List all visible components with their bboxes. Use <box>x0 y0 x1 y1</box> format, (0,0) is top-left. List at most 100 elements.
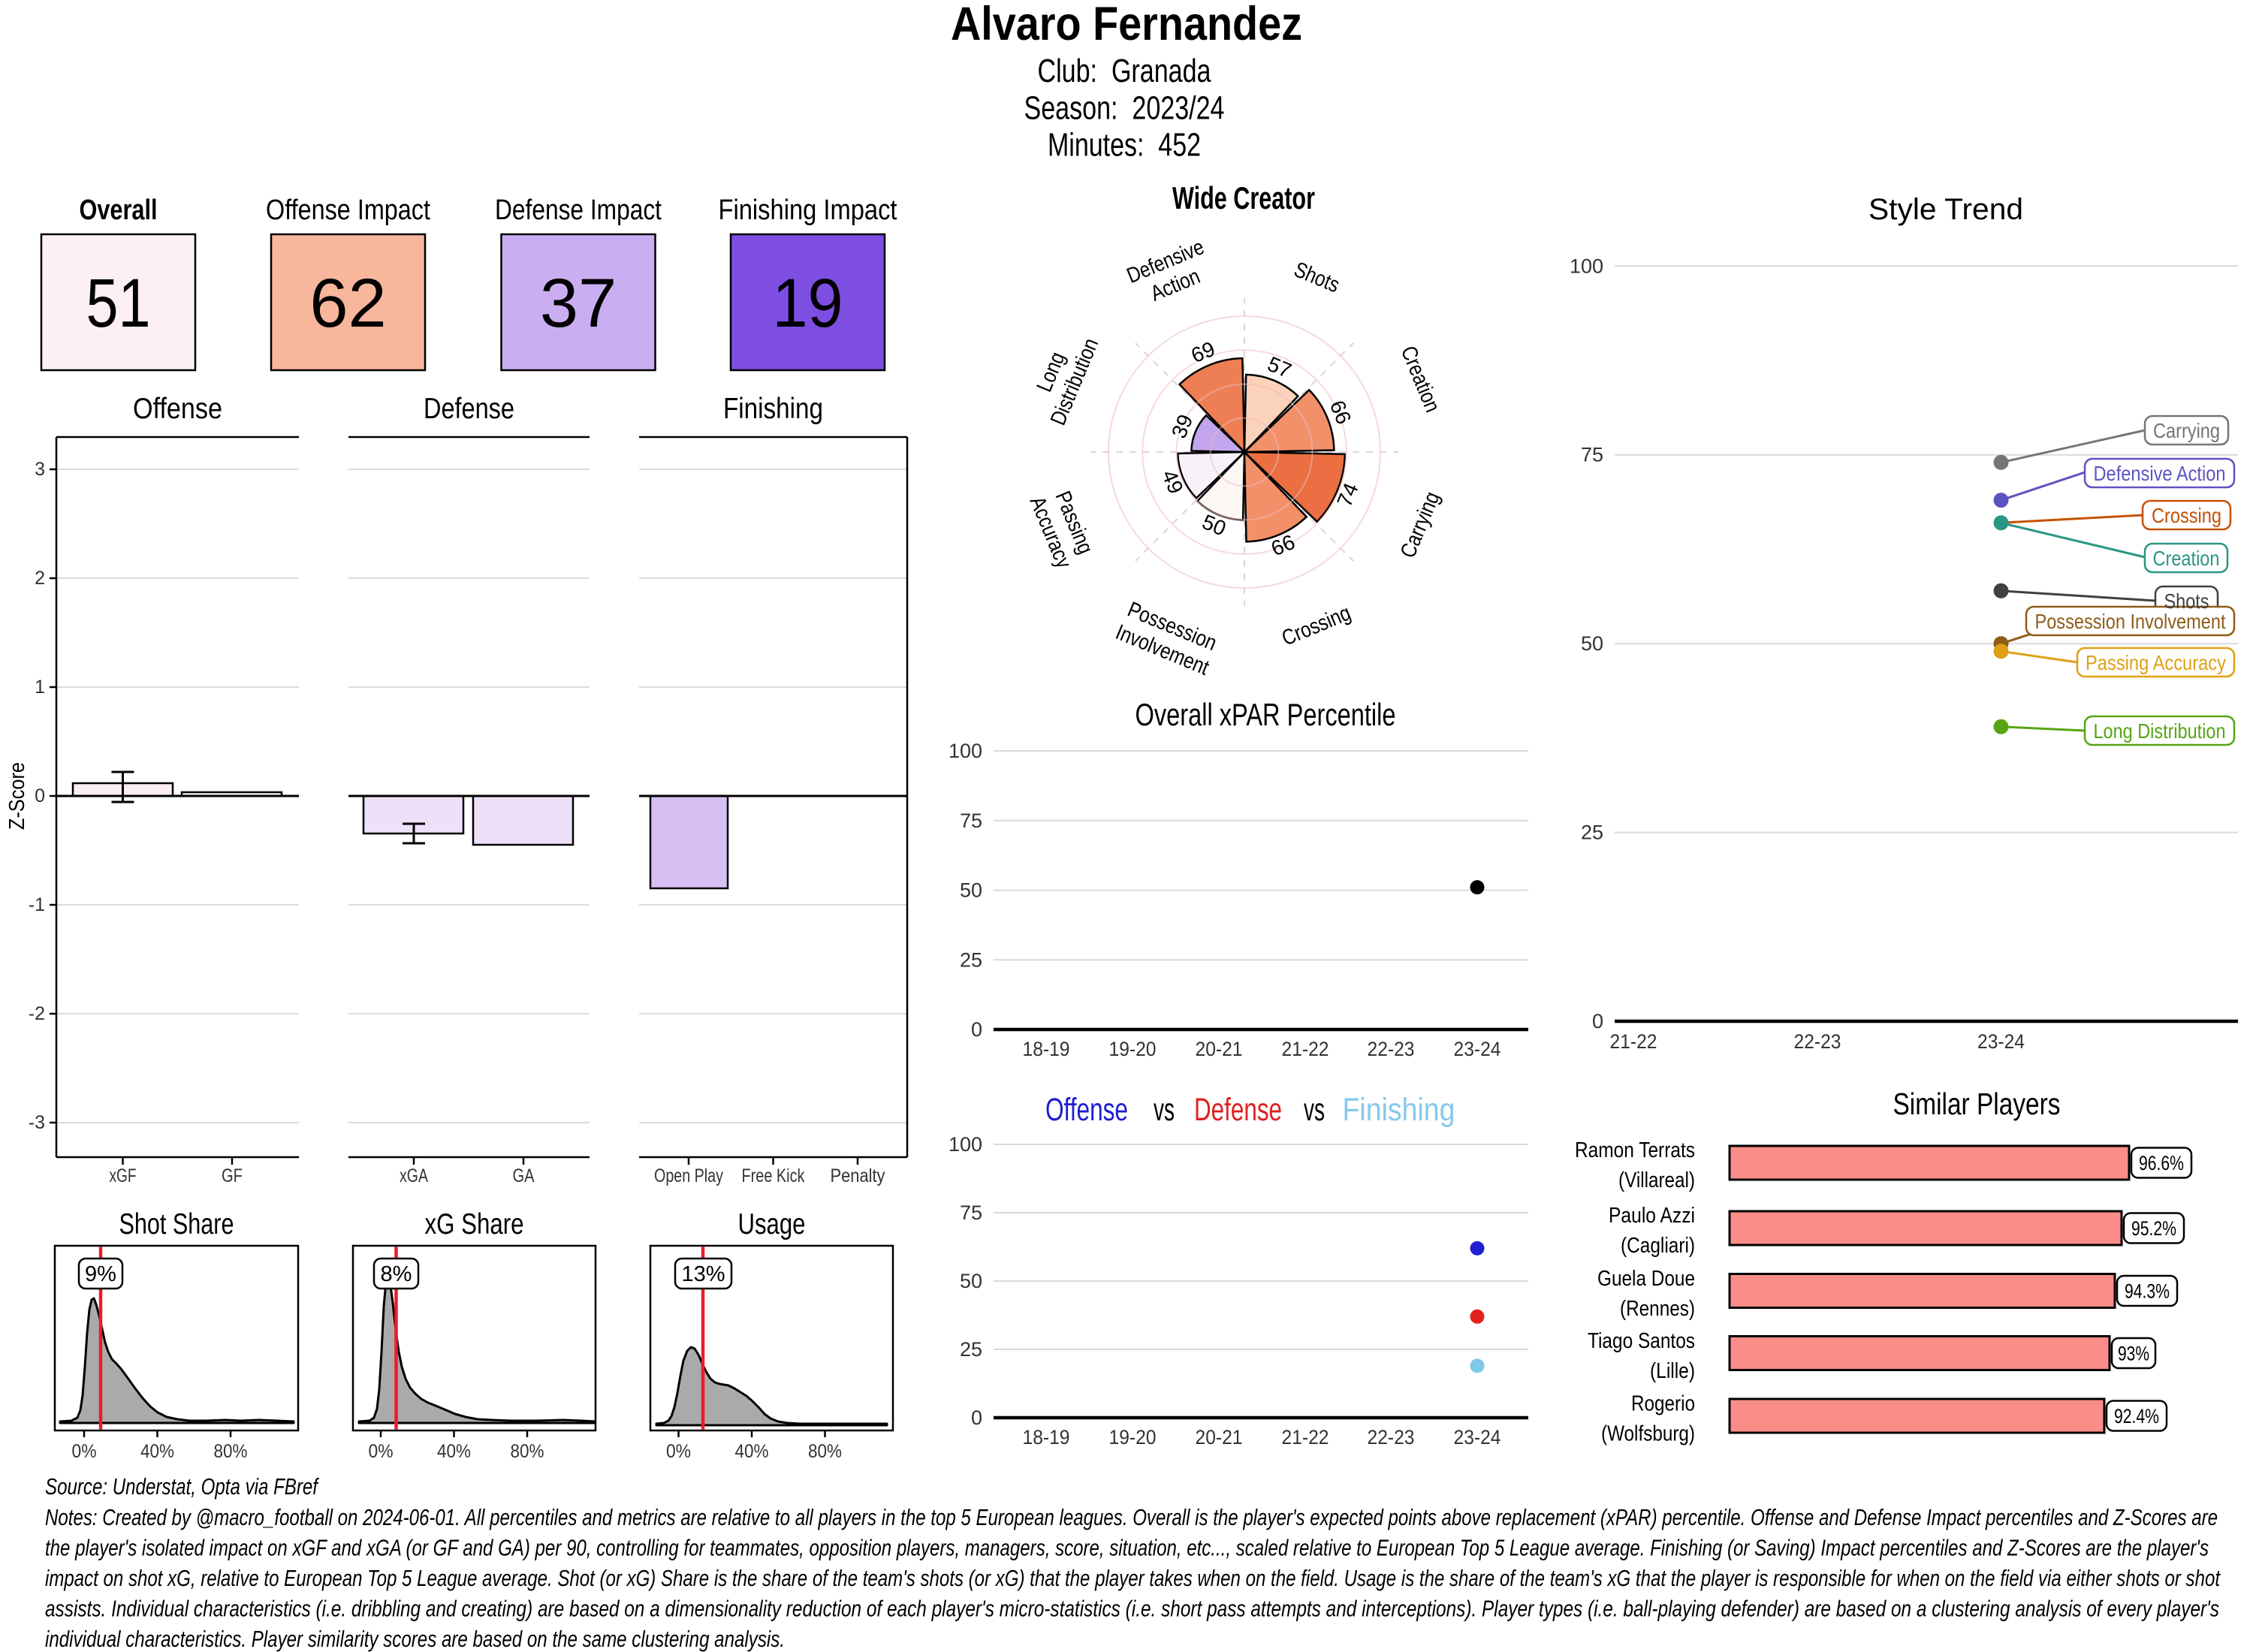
svg-text:21-22: 21-22 <box>1610 1030 1657 1053</box>
svg-text:50: 50 <box>1581 632 1603 655</box>
svg-text:vs: vs <box>1154 1092 1175 1128</box>
svg-text:25: 25 <box>1581 821 1603 844</box>
svg-text:Defense Impact: Defense Impact <box>495 194 662 226</box>
svg-text:Tiago Santos: Tiago Santos <box>1588 1329 1695 1353</box>
svg-text:40%: 40% <box>735 1441 769 1462</box>
svg-text:Defense: Defense <box>424 393 514 425</box>
svg-text:Guela Doue: Guela Doue <box>1597 1267 1695 1291</box>
svg-text:23-24: 23-24 <box>1454 1426 1501 1449</box>
svg-text:vs: vs <box>1304 1092 1325 1128</box>
svg-text:Season: 2023/24: Season: 2023/24 <box>1024 90 1225 127</box>
svg-text:Open Play: Open Play <box>654 1165 723 1186</box>
svg-text:0%: 0% <box>369 1441 394 1462</box>
svg-text:50: 50 <box>960 879 982 902</box>
svg-text:assists. Individual characteri: assists. Individual characteristics (i.e… <box>45 1596 2219 1622</box>
svg-text:25: 25 <box>960 948 982 971</box>
svg-text:Usage: Usage <box>738 1208 806 1241</box>
svg-text:40%: 40% <box>437 1441 471 1462</box>
svg-text:Long Distribution: Long Distribution <box>2094 719 2226 743</box>
svg-text:50: 50 <box>960 1270 982 1292</box>
svg-text:94.3%: 94.3% <box>2125 1280 2170 1303</box>
svg-text:Carrying: Carrying <box>1396 488 1445 561</box>
svg-text:51: 51 <box>86 265 151 342</box>
svg-text:8%: 8% <box>381 1262 412 1286</box>
svg-text:95.2%: 95.2% <box>2131 1217 2176 1240</box>
svg-text:xGA: xGA <box>400 1165 428 1186</box>
svg-text:0%: 0% <box>72 1441 97 1462</box>
svg-text:Penalty: Penalty <box>831 1165 885 1186</box>
svg-text:(Cagliari): (Cagliari) <box>1621 1234 1695 1258</box>
svg-text:22-23: 22-23 <box>1794 1030 1841 1053</box>
svg-text:individual characteristics. Pl: individual characteristics. Player simil… <box>45 1626 785 1652</box>
svg-text:9%: 9% <box>85 1262 116 1286</box>
svg-text:xGF: xGF <box>110 1165 137 1186</box>
svg-text:80%: 80% <box>808 1441 842 1462</box>
svg-text:Rogerio: Rogerio <box>1631 1392 1695 1416</box>
svg-text:(Villareal): (Villareal) <box>1618 1168 1695 1192</box>
svg-text:0%: 0% <box>666 1441 691 1462</box>
svg-text:Minutes: 452: Minutes: 452 <box>1048 127 1201 164</box>
svg-text:75: 75 <box>960 1201 982 1224</box>
svg-text:13%: 13% <box>681 1262 725 1286</box>
svg-text:25: 25 <box>960 1338 982 1361</box>
svg-text:Overall: Overall <box>80 194 158 226</box>
svg-text:Passing Accuracy: Passing Accuracy <box>2086 651 2226 674</box>
svg-text:Notes: Created by @macro_footb: Notes: Created by @macro_football on 202… <box>45 1504 2218 1530</box>
svg-text:Overall xPAR Percentile: Overall xPAR Percentile <box>1136 697 1396 732</box>
svg-text:Defense: Defense <box>1194 1092 1282 1128</box>
svg-text:Shot Share: Shot Share <box>119 1208 234 1241</box>
svg-text:Crossing: Crossing <box>2152 504 2221 527</box>
svg-text:21-22: 21-22 <box>1282 1038 1329 1060</box>
svg-text:20-21: 20-21 <box>1196 1426 1243 1449</box>
svg-text:Offense Impact: Offense Impact <box>266 194 430 226</box>
svg-text:Finishing: Finishing <box>1343 1092 1455 1128</box>
svg-text:the player's isolated impact o: the player's isolated impact on xGF and … <box>45 1535 2209 1561</box>
svg-text:96.6%: 96.6% <box>2139 1152 2184 1174</box>
svg-text:xG Share: xG Share <box>425 1208 524 1241</box>
svg-text:100: 100 <box>949 1133 982 1156</box>
svg-text:Creation: Creation <box>1396 342 1445 415</box>
svg-text:Wide Creator: Wide Creator <box>1172 180 1315 216</box>
svg-text:Carrying: Carrying <box>2153 419 2220 442</box>
svg-text:2: 2 <box>35 568 45 589</box>
svg-text:0: 0 <box>971 1406 982 1429</box>
svg-text:Finishing: Finishing <box>723 393 823 425</box>
svg-text:19-20: 19-20 <box>1109 1426 1157 1449</box>
svg-text:Finishing Impact: Finishing Impact <box>719 194 897 226</box>
svg-text:Offense: Offense <box>133 393 222 425</box>
svg-text:3: 3 <box>35 459 45 480</box>
svg-text:22-23: 22-23 <box>1368 1426 1415 1449</box>
svg-text:22-23: 22-23 <box>1368 1038 1415 1060</box>
svg-text:Free Kick: Free Kick <box>742 1165 805 1186</box>
svg-text:Offense: Offense <box>1045 1092 1128 1128</box>
svg-text:Z-Score: Z-Score <box>5 762 29 830</box>
svg-text:0: 0 <box>971 1018 982 1041</box>
svg-text:0: 0 <box>35 785 45 806</box>
svg-text:impact on shot xG, relative to: impact on shot xG, relative to European … <box>45 1565 2221 1591</box>
svg-text:23-24: 23-24 <box>1454 1038 1501 1060</box>
svg-text:19-20: 19-20 <box>1109 1038 1157 1060</box>
svg-text:GA: GA <box>513 1165 535 1186</box>
svg-text:Possession Involvement: Possession Involvement <box>2035 610 2226 633</box>
svg-text:80%: 80% <box>511 1441 544 1462</box>
svg-text:Club: Granada: Club: Granada <box>1038 53 1211 89</box>
svg-text:93%: 93% <box>2118 1343 2149 1365</box>
svg-text:Style Trend: Style Trend <box>1868 193 2023 226</box>
svg-text:20-21: 20-21 <box>1196 1038 1243 1060</box>
svg-text:Creation: Creation <box>2153 547 2220 570</box>
svg-text:21-22: 21-22 <box>1282 1426 1329 1449</box>
svg-text:18-19: 18-19 <box>1023 1038 1070 1060</box>
svg-text:(Lille): (Lille) <box>1650 1359 1695 1383</box>
svg-text:62: 62 <box>309 265 386 342</box>
svg-text:Crossing: Crossing <box>1278 601 1354 650</box>
svg-text:-1: -1 <box>29 894 45 915</box>
svg-text:Source: Understat, Opta via FB: Source: Understat, Opta via FBref <box>45 1473 320 1500</box>
svg-text:-2: -2 <box>29 1003 45 1024</box>
svg-text:23-24: 23-24 <box>1977 1030 2025 1053</box>
svg-text:Shots: Shots <box>1290 258 1343 297</box>
svg-text:Shots: Shots <box>2164 589 2209 613</box>
svg-text:Ramon Terrats: Ramon Terrats <box>1575 1138 1695 1162</box>
svg-text:GF: GF <box>222 1165 243 1186</box>
svg-text:(Wolfsburg): (Wolfsburg) <box>1601 1422 1695 1446</box>
svg-text:19: 19 <box>773 265 843 342</box>
